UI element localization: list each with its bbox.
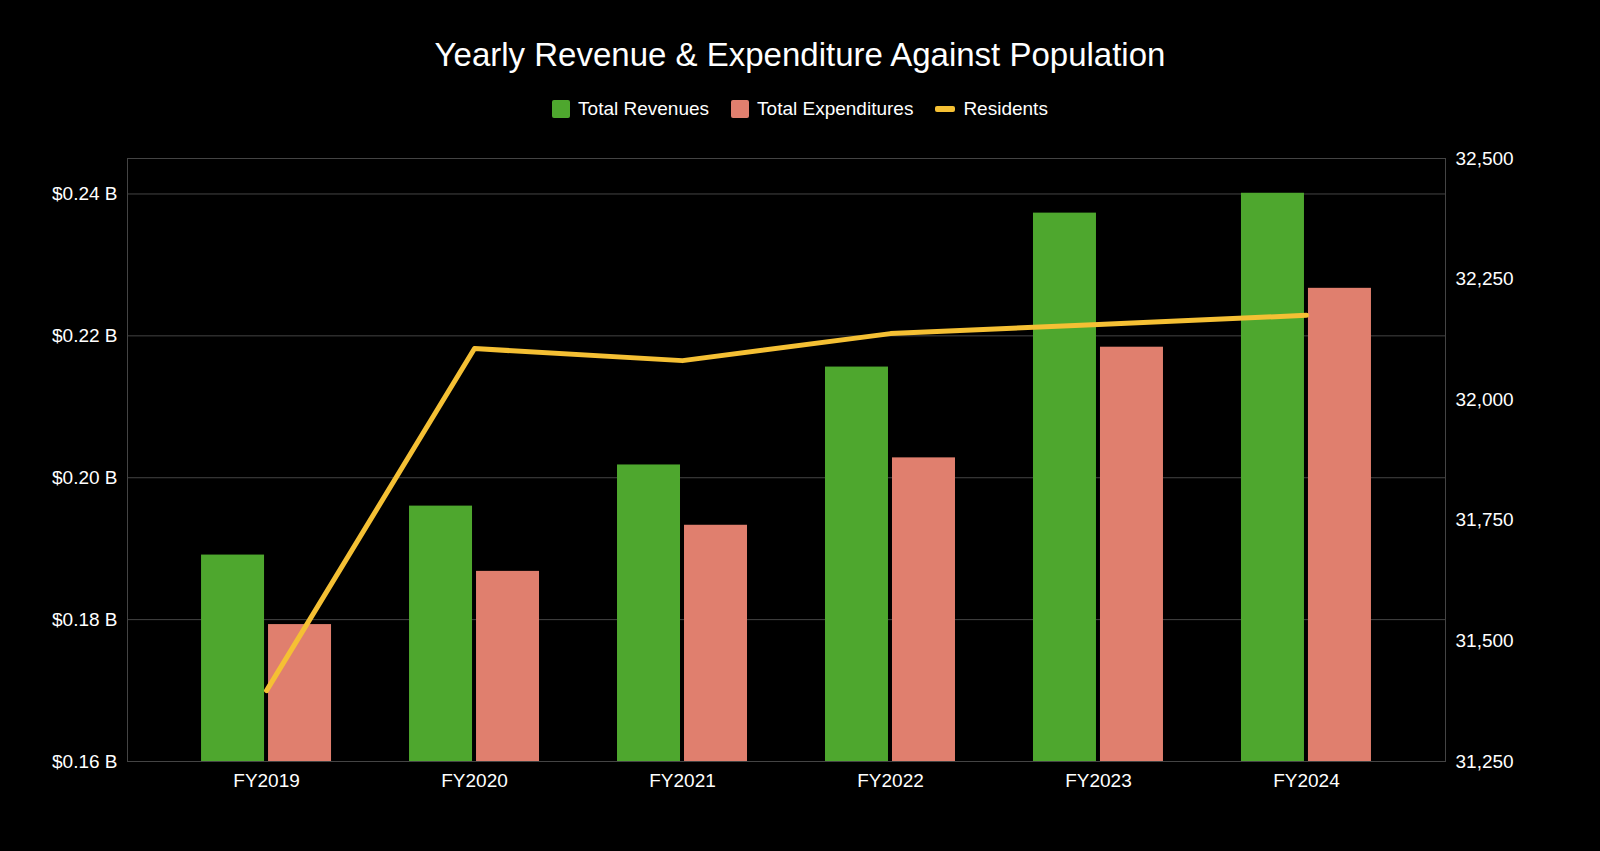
html-text:Total Revenues: Total Revenues: [578, 98, 710, 119]
svg-text:31,500: 31,500: [1456, 630, 1514, 651]
svg-text:31,750: 31,750: [1456, 509, 1514, 530]
html-text:Residents: Residents: [963, 98, 1048, 119]
svg-text:FY2021: FY2021: [649, 770, 716, 791]
svg-text:FY2020: FY2020: [441, 770, 508, 791]
svg-text:$0.20 B: $0.20 B: [52, 467, 118, 488]
svg-text:FY2019: FY2019: [233, 770, 300, 791]
svg-text:$0.16 B: $0.16 B: [52, 751, 118, 772]
html-text:Total Expenditures: Total Expenditures: [757, 98, 914, 119]
svg-text:$0.24 B: $0.24 B: [52, 183, 118, 204]
svg-text:FY2022: FY2022: [857, 770, 924, 791]
svg-text:32,000: 32,000: [1456, 389, 1514, 410]
svg-text:FY2023: FY2023: [1065, 770, 1132, 791]
svg-text:31,250: 31,250: [1456, 751, 1514, 772]
html-text:Yearly Revenue & Expenditure A: Yearly Revenue & Expenditure Against Pop…: [434, 36, 1166, 73]
svg-text:$0.18 B: $0.18 B: [52, 609, 118, 630]
svg-text:$0.22 B: $0.22 B: [52, 325, 118, 346]
svg-text:FY2024: FY2024: [1273, 770, 1340, 791]
svg-text:32,500: 32,500: [1456, 148, 1514, 169]
svg-text:32,250: 32,250: [1456, 268, 1514, 289]
